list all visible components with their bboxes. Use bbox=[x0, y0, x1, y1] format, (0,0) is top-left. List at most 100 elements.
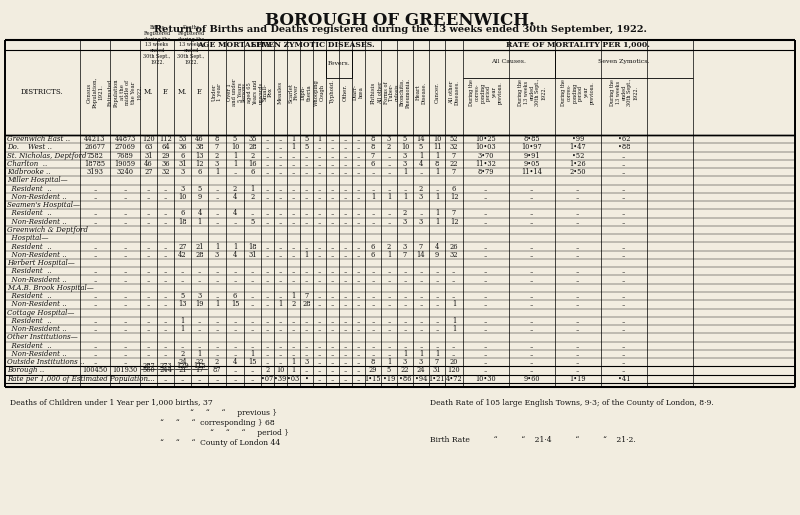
Text: 2: 2 bbox=[403, 210, 407, 217]
Text: ..: .. bbox=[330, 375, 334, 383]
Text: ..: .. bbox=[343, 350, 348, 358]
Text: Charlton  ..: Charlton .. bbox=[7, 160, 47, 168]
Text: 18: 18 bbox=[248, 243, 257, 250]
Text: ..: .. bbox=[291, 218, 296, 226]
Text: Birth Rate          “          “    21·4          “          “    21·2.: Birth Rate “ “ 21·4 “ “ 21·2. bbox=[430, 436, 636, 444]
Text: ..: .. bbox=[278, 193, 282, 201]
Text: ..: .. bbox=[435, 276, 439, 284]
Text: 10•30: 10•30 bbox=[476, 375, 496, 383]
Text: 36: 36 bbox=[178, 143, 186, 151]
Text: ..: .. bbox=[146, 375, 150, 383]
Text: ..: .. bbox=[356, 218, 361, 226]
Text: 273: 273 bbox=[159, 362, 172, 370]
Text: ..: .. bbox=[330, 218, 334, 226]
Text: ..: .. bbox=[387, 185, 391, 193]
Text: ..: .. bbox=[304, 325, 309, 333]
Text: During the
corres-
ponding
period
year
previous.: During the corres- ponding period year p… bbox=[561, 79, 595, 106]
Text: 8•79: 8•79 bbox=[478, 168, 494, 176]
Text: ..: .. bbox=[146, 300, 150, 308]
Text: ..: .. bbox=[163, 243, 168, 250]
Text: ..: .. bbox=[371, 185, 375, 193]
Text: ..: .. bbox=[622, 317, 626, 325]
Text: 1: 1 bbox=[250, 185, 254, 193]
Text: 21: 21 bbox=[178, 367, 186, 374]
Text: 3•70: 3•70 bbox=[478, 151, 494, 160]
Text: ..: .. bbox=[530, 193, 534, 201]
Text: ..: .. bbox=[484, 300, 488, 308]
Text: 8•85: 8•85 bbox=[524, 135, 540, 143]
Text: 2•50: 2•50 bbox=[570, 168, 586, 176]
Text: 42: 42 bbox=[178, 251, 187, 259]
Text: ..: .. bbox=[278, 143, 282, 151]
Text: ..: .. bbox=[530, 292, 534, 300]
Text: 52: 52 bbox=[450, 135, 458, 143]
Text: ..: .. bbox=[215, 325, 219, 333]
Text: 3: 3 bbox=[419, 218, 423, 226]
Text: Borough ..: Borough .. bbox=[7, 367, 44, 374]
Text: 1: 1 bbox=[215, 300, 219, 308]
Text: 3: 3 bbox=[304, 358, 309, 366]
Text: 1: 1 bbox=[435, 151, 439, 160]
Text: 46: 46 bbox=[195, 135, 204, 143]
Text: ..: .. bbox=[622, 193, 626, 201]
Text: ..: .. bbox=[419, 341, 423, 350]
Text: 9•91: 9•91 bbox=[524, 151, 540, 160]
Text: 5: 5 bbox=[419, 143, 423, 151]
Text: 1: 1 bbox=[452, 317, 456, 325]
Text: ..: .. bbox=[163, 267, 168, 276]
Text: ..: .. bbox=[163, 276, 168, 284]
Text: ..: .. bbox=[484, 218, 488, 226]
Text: ..: .. bbox=[330, 292, 334, 300]
Text: ..: .. bbox=[93, 193, 97, 201]
Text: ..: .. bbox=[622, 243, 626, 250]
Text: 4•72: 4•72 bbox=[446, 375, 462, 383]
Text: ..: .. bbox=[198, 325, 202, 333]
Text: ..: .. bbox=[330, 350, 334, 358]
Text: ..: .. bbox=[356, 325, 361, 333]
Text: Measles: Measles bbox=[278, 81, 283, 104]
Text: 10•03: 10•03 bbox=[476, 143, 496, 151]
Text: 31: 31 bbox=[144, 151, 153, 160]
Text: ..: .. bbox=[163, 358, 168, 366]
Text: Births
Registered
during the
13 weeks
ended
30th Sept.,
1922.: Births Registered during the 13 weeks en… bbox=[143, 25, 170, 65]
Text: ..: .. bbox=[484, 276, 488, 284]
Text: ..: .. bbox=[123, 292, 127, 300]
Text: ..: .. bbox=[266, 350, 270, 358]
Text: ..: .. bbox=[266, 185, 270, 193]
Text: ..: .. bbox=[356, 143, 361, 151]
Text: 28: 28 bbox=[248, 143, 257, 151]
Text: ..: .. bbox=[215, 267, 219, 276]
Text: Bronchitis,
Pneumonia.: Bronchitis, Pneumonia. bbox=[400, 77, 410, 108]
Text: 2: 2 bbox=[233, 185, 237, 193]
Text: ..: .. bbox=[435, 300, 439, 308]
Text: ..: .. bbox=[356, 317, 361, 325]
Text: 31: 31 bbox=[248, 251, 257, 259]
Text: ..: .. bbox=[484, 350, 488, 358]
Text: ..: .. bbox=[304, 151, 309, 160]
Text: ..: .. bbox=[250, 367, 254, 374]
Text: 18: 18 bbox=[178, 218, 186, 226]
Text: 7: 7 bbox=[452, 151, 456, 160]
Text: Diarr-
hœa: Diarr- hœa bbox=[353, 84, 364, 100]
Text: All Causes.: All Causes. bbox=[491, 59, 526, 64]
Text: ..: .. bbox=[403, 325, 407, 333]
Text: ..: .. bbox=[291, 350, 296, 358]
Text: 21: 21 bbox=[195, 243, 204, 250]
Text: ..: .. bbox=[278, 358, 282, 366]
Text: ..: .. bbox=[576, 317, 580, 325]
Text: ..: .. bbox=[291, 251, 296, 259]
Text: ..: .. bbox=[93, 218, 97, 226]
Text: 101930: 101930 bbox=[112, 367, 138, 374]
Text: ..: .. bbox=[387, 325, 391, 333]
Text: ..: .. bbox=[356, 135, 361, 143]
Text: ..: .. bbox=[622, 151, 626, 160]
Text: ..: .. bbox=[233, 375, 237, 383]
Text: ..: .. bbox=[530, 267, 534, 276]
Text: St. Nicholas, Deptford ..: St. Nicholas, Deptford .. bbox=[7, 151, 94, 160]
Text: 6: 6 bbox=[250, 168, 254, 176]
Text: BOROUGH OF GREENWICH.: BOROUGH OF GREENWICH. bbox=[265, 12, 535, 29]
Text: 2: 2 bbox=[250, 193, 254, 201]
Text: 3: 3 bbox=[403, 243, 407, 250]
Text: 20: 20 bbox=[450, 358, 458, 366]
Text: 1: 1 bbox=[435, 350, 439, 358]
